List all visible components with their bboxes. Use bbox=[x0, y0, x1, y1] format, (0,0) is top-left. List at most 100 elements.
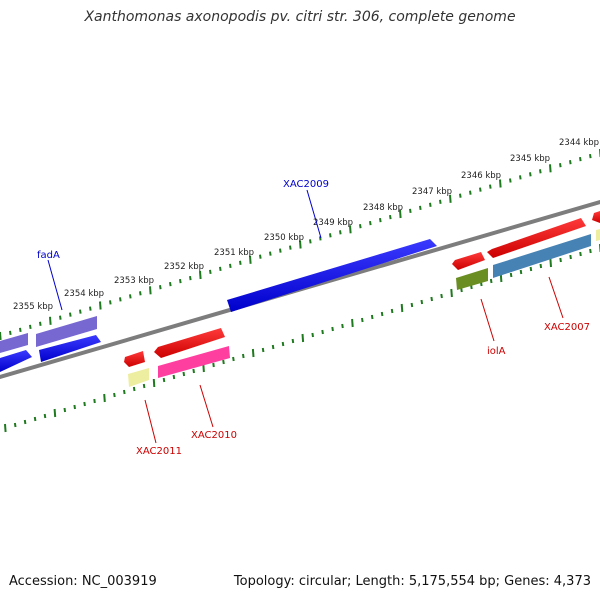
outer-tick bbox=[109, 300, 112, 305]
inner-tick bbox=[579, 251, 582, 257]
outer-tick bbox=[319, 236, 322, 241]
inner-tick bbox=[489, 278, 493, 284]
outer-tick bbox=[69, 312, 72, 317]
inner-tick bbox=[63, 407, 67, 413]
leader-line-iolA bbox=[480, 298, 495, 342]
inner-tick bbox=[509, 272, 513, 278]
outer-tick bbox=[19, 327, 22, 333]
kbp-label: 2351 kbp bbox=[214, 248, 254, 258]
outer-tick bbox=[139, 291, 142, 296]
map-title: Xanthomonas axonopodis pv. citri str. 30… bbox=[84, 9, 516, 25]
outer-tick bbox=[419, 205, 422, 211]
inner-tick bbox=[301, 333, 305, 343]
gene-bar-iolA[interactable] bbox=[456, 268, 488, 290]
outer-tick bbox=[239, 260, 242, 265]
inner-tick bbox=[569, 254, 572, 260]
gene-bar-left-blue[interactable] bbox=[0, 350, 32, 372]
gene-bar-red-b[interactable] bbox=[487, 218, 586, 258]
gene-bar-XAC2007[interactable] bbox=[493, 234, 591, 278]
outer-tick bbox=[439, 199, 442, 204]
gene-label-XAC2010[interactable]: XAC2010 bbox=[191, 430, 237, 441]
inner-tick bbox=[430, 296, 433, 302]
outer-tick-track bbox=[0, 149, 600, 341]
gene-bar-XAC2009[interactable] bbox=[227, 239, 437, 312]
gene-bar-fadA[interactable] bbox=[36, 316, 97, 347]
outer-tick bbox=[59, 315, 62, 320]
inner-tick bbox=[450, 288, 453, 298]
outer-tick bbox=[479, 187, 482, 192]
upper-strand-features bbox=[0, 211, 600, 372]
kbp-label: 2345 kbp bbox=[510, 154, 550, 164]
leader-line-XAC2009 bbox=[306, 189, 322, 239]
kbp-label: 2355 kbp bbox=[13, 302, 53, 312]
gene-bar-XAC2011[interactable] bbox=[128, 368, 149, 387]
outer-tick bbox=[159, 285, 162, 290]
inner-tick bbox=[539, 263, 543, 269]
gene-bar-red-small-b[interactable] bbox=[452, 252, 485, 270]
outer-tick bbox=[179, 278, 182, 284]
inner-tick bbox=[529, 266, 533, 272]
inner-tick bbox=[222, 359, 225, 365]
outer-tick bbox=[9, 330, 12, 336]
gene-label-XAC2009[interactable]: XAC2009 bbox=[283, 179, 329, 190]
inner-tick bbox=[440, 293, 443, 299]
gene-bar-red-edge[interactable] bbox=[592, 211, 600, 223]
gene-label-XAC2007[interactable]: XAC2007 bbox=[544, 322, 590, 333]
inner-tick bbox=[4, 423, 7, 433]
kbp-label: 2349 kbp bbox=[313, 218, 353, 228]
gene-bar-yellow-edge[interactable] bbox=[596, 229, 600, 241]
outer-tick bbox=[229, 263, 232, 269]
inner-tick-track bbox=[4, 244, 600, 433]
gene-label-iolA[interactable]: iolA bbox=[487, 346, 506, 357]
outer-tick bbox=[149, 286, 152, 295]
outer-tick bbox=[339, 230, 342, 235]
kbp-label: 2353 kbp bbox=[114, 276, 154, 286]
kbp-label: 2346 kbp bbox=[461, 171, 501, 181]
outer-tick bbox=[379, 217, 382, 223]
inner-tick bbox=[162, 377, 166, 383]
inner-tick bbox=[281, 341, 285, 347]
gene-bar-red-small-a[interactable] bbox=[124, 351, 145, 367]
outer-tick bbox=[329, 233, 332, 238]
kbp-label: 2348 kbp bbox=[363, 203, 403, 213]
gene-label-fadA[interactable]: fadA bbox=[37, 250, 60, 261]
outer-tick bbox=[559, 163, 562, 168]
genome-summary-text: Topology: circular; Length: 5,175,554 bp… bbox=[233, 574, 591, 589]
outer-tick bbox=[0, 331, 2, 341]
inner-tick bbox=[589, 248, 592, 254]
kbp-label: 2352 kbp bbox=[164, 262, 204, 272]
inner-tick bbox=[242, 353, 245, 359]
outer-tick bbox=[289, 245, 292, 250]
kbp-label: 2354 kbp bbox=[64, 289, 104, 299]
outer-tick bbox=[429, 202, 432, 207]
outer-tick bbox=[519, 175, 522, 180]
inner-tick bbox=[370, 314, 374, 320]
inner-tick bbox=[261, 347, 265, 353]
inner-tick bbox=[361, 317, 364, 323]
kbp-label: 2347 kbp bbox=[412, 187, 452, 197]
outer-tick bbox=[509, 178, 512, 183]
inner-tick bbox=[23, 419, 27, 425]
outer-tick bbox=[389, 214, 392, 220]
gene-bar-red-a[interactable] bbox=[154, 328, 225, 358]
gene-bar-left-purple[interactable] bbox=[0, 333, 28, 353]
outer-tick bbox=[409, 208, 412, 214]
inner-tick bbox=[142, 383, 146, 389]
leader-line-XAC2011 bbox=[144, 399, 157, 444]
inner-tick bbox=[271, 344, 275, 350]
outer-tick bbox=[589, 153, 592, 159]
outer-tick bbox=[349, 225, 352, 234]
outer-tick bbox=[119, 297, 122, 302]
inner-tick bbox=[182, 371, 186, 377]
inner-tick bbox=[192, 368, 195, 374]
gene-label-XAC2011[interactable]: XAC2011 bbox=[136, 446, 182, 457]
inner-tick bbox=[420, 299, 424, 305]
outer-tick bbox=[189, 275, 192, 281]
outer-tick bbox=[219, 266, 222, 272]
outer-tick bbox=[269, 251, 272, 256]
outer-tick bbox=[29, 324, 32, 330]
inner-tick bbox=[390, 308, 394, 314]
gene-bar-XAC2012[interactable] bbox=[39, 335, 101, 362]
gene-bar-XAC2010[interactable] bbox=[158, 346, 230, 378]
outer-tick bbox=[169, 281, 172, 287]
